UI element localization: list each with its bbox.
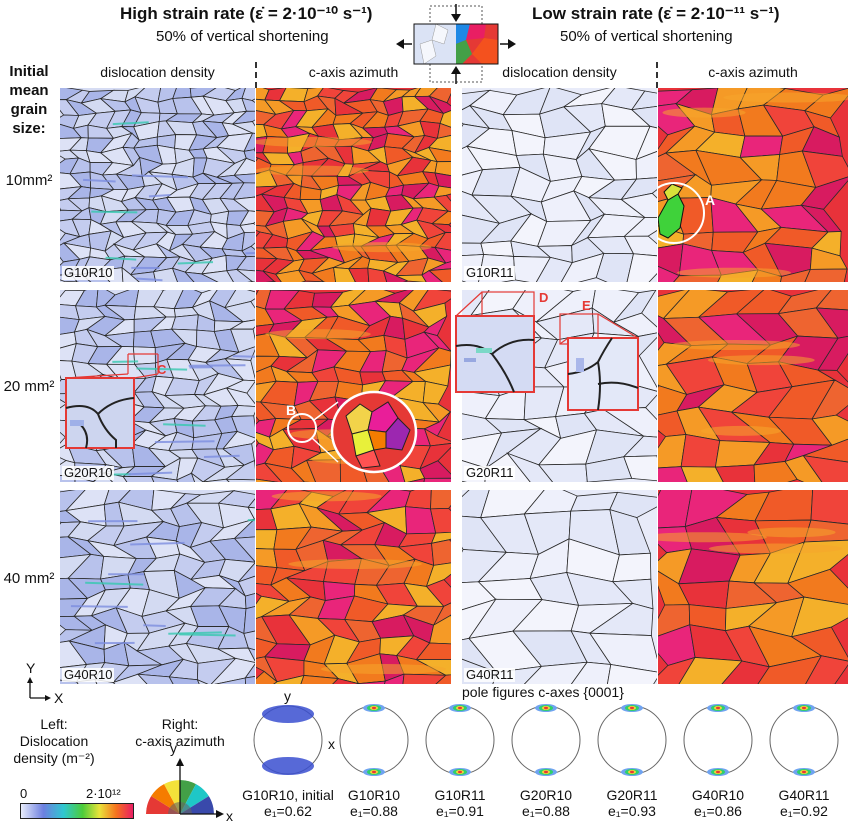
pole-figure-plot xyxy=(769,704,839,776)
left-header-title: High strain rate (ε̇ = 2·10⁻¹⁰ s⁻¹) xyxy=(120,4,373,23)
pole-figure-e1: e₁=0.86 xyxy=(694,803,742,819)
pole-figure-g40r10: G40R10 e₁=0.86 xyxy=(676,700,760,819)
zoom-callouts xyxy=(65,353,159,449)
callout-C-label: C xyxy=(157,362,167,377)
panel-caxis-G20R11 xyxy=(658,290,848,482)
right-header-title: Low strain rate (ε̇ = 2·10⁻¹¹ s⁻¹) xyxy=(532,4,780,23)
sample-code: G20R10 xyxy=(62,465,115,480)
callout-E-label: E xyxy=(582,298,591,313)
wheel-x-label: x xyxy=(226,808,233,824)
pole-figure-g10r10-initial: G10R10, initial e₁=0.62 xyxy=(242,700,334,819)
pole-figure-e1: e₁=0.88 xyxy=(522,803,570,819)
column-divider xyxy=(255,62,257,88)
pole-figure-name: G20R11 xyxy=(606,787,658,803)
legend-dislocation-title: Left: Dislocation density (m⁻²) xyxy=(13,716,95,766)
color-wheel-icon xyxy=(146,758,224,818)
row-heading: Initial mean grain size: xyxy=(9,63,49,137)
pole-figure-plot xyxy=(511,704,581,776)
panel-dislocation-G10R10: G10R10 xyxy=(60,88,255,282)
sample-code: G40R10 xyxy=(62,667,115,682)
left-header-subtitle: 50% of vertical shortening xyxy=(156,28,329,45)
panel-dislocation-G40R10: G40R10 xyxy=(60,490,255,684)
panel-caxis-G40R10 xyxy=(256,490,451,684)
pole-figure-name: G40R11 xyxy=(778,787,830,803)
panel-dislocation-G40R11: G40R11 xyxy=(462,490,657,684)
pole-figure-x-label: x xyxy=(328,736,335,752)
callout-A-label: A xyxy=(705,192,716,208)
pole-figure-g20r10: G20R10 e₁=0.88 xyxy=(504,700,588,819)
zoom-callouts-DE xyxy=(455,291,639,411)
pole-figure-g20r11: G20R11 e₁=0.93 xyxy=(590,700,674,819)
pole-figure-g10r10: G10R10 e₁=0.88 xyxy=(332,700,416,819)
pole-figure-e1: e₁=0.92 xyxy=(780,803,828,819)
callout-D-label: D xyxy=(539,290,549,305)
row-size-20: 20 mm² xyxy=(3,378,55,395)
row-size-40: 40 mm² xyxy=(3,570,55,587)
callout-A-overlay xyxy=(658,182,705,244)
pole-figure-plot xyxy=(597,704,667,776)
pole-figure-y-label: y xyxy=(284,688,291,704)
row-size-10: 10mm² xyxy=(5,172,53,189)
sample-code: G20R11 xyxy=(464,465,516,480)
legend-min: 0 xyxy=(20,786,28,801)
axis-arrows-icon xyxy=(27,677,51,701)
sample-code: G40R11 xyxy=(464,667,516,682)
legend-max: 2·10¹² xyxy=(86,786,121,801)
pole-figure-e1: e₁=0.62 xyxy=(264,803,312,819)
panel-dislocation-G10R11: G10R11 xyxy=(462,88,657,282)
pole-figure-e1: e₁=0.91 xyxy=(436,803,484,819)
pole-figures-title: pole figures c-axes {0001} xyxy=(462,684,624,700)
column-divider xyxy=(656,62,658,88)
col-label-caxis-high: c-axis azimuth xyxy=(308,64,399,80)
pole-figure-name: G40R10 xyxy=(691,787,745,803)
compression-schematic xyxy=(396,4,516,84)
right-header-subtitle: 50% of vertical shortening xyxy=(560,28,733,45)
legend-colorbar xyxy=(20,803,134,819)
pole-figure-plot xyxy=(339,704,409,776)
col-label-dd-low: dislocation density xyxy=(502,64,617,80)
pole-figure-plot xyxy=(683,704,753,776)
pole-figure-name: G20R10 xyxy=(519,787,573,803)
pole-figure-name: G10R10, initial xyxy=(242,787,334,803)
wheel-y-label: y xyxy=(170,740,177,756)
pole-figure-g40r11: G40R11 e₁=0.92 xyxy=(762,700,846,819)
axis-x-label: X xyxy=(54,690,64,706)
sample-code: G10R10 xyxy=(62,265,115,280)
panel-caxis-G10R11: A xyxy=(658,88,848,282)
panel-caxis-G40R11 xyxy=(658,490,848,684)
pole-figure-plot xyxy=(425,704,495,776)
pole-figure-row: G10R10, initial e₁=0.62 G10R10 e₁=0.88 G10R1… xyxy=(242,700,850,826)
axis-y-label: Y xyxy=(26,660,36,676)
legend-caxis-title: Right: c-axis azimuth xyxy=(135,716,225,749)
pole-figure-g10r11: G10R11 e₁=0.91 xyxy=(418,700,502,819)
callout-B-label: B xyxy=(286,402,297,418)
zoom-callout-B xyxy=(287,390,418,474)
sample-code: G10R11 xyxy=(464,265,516,280)
pole-figure-plot xyxy=(253,705,323,775)
col-label-caxis-low: c-axis azimuth xyxy=(708,64,798,80)
pole-figure-name: G10R11 xyxy=(434,787,486,803)
panel-caxis-G10R10 xyxy=(256,88,451,282)
pole-figure-e1: e₁=0.93 xyxy=(608,803,656,819)
pole-figure-e1: e₁=0.88 xyxy=(350,803,398,819)
pole-figure-name: G10R10 xyxy=(347,787,401,803)
col-label-dd-high: dislocation density xyxy=(100,64,215,80)
